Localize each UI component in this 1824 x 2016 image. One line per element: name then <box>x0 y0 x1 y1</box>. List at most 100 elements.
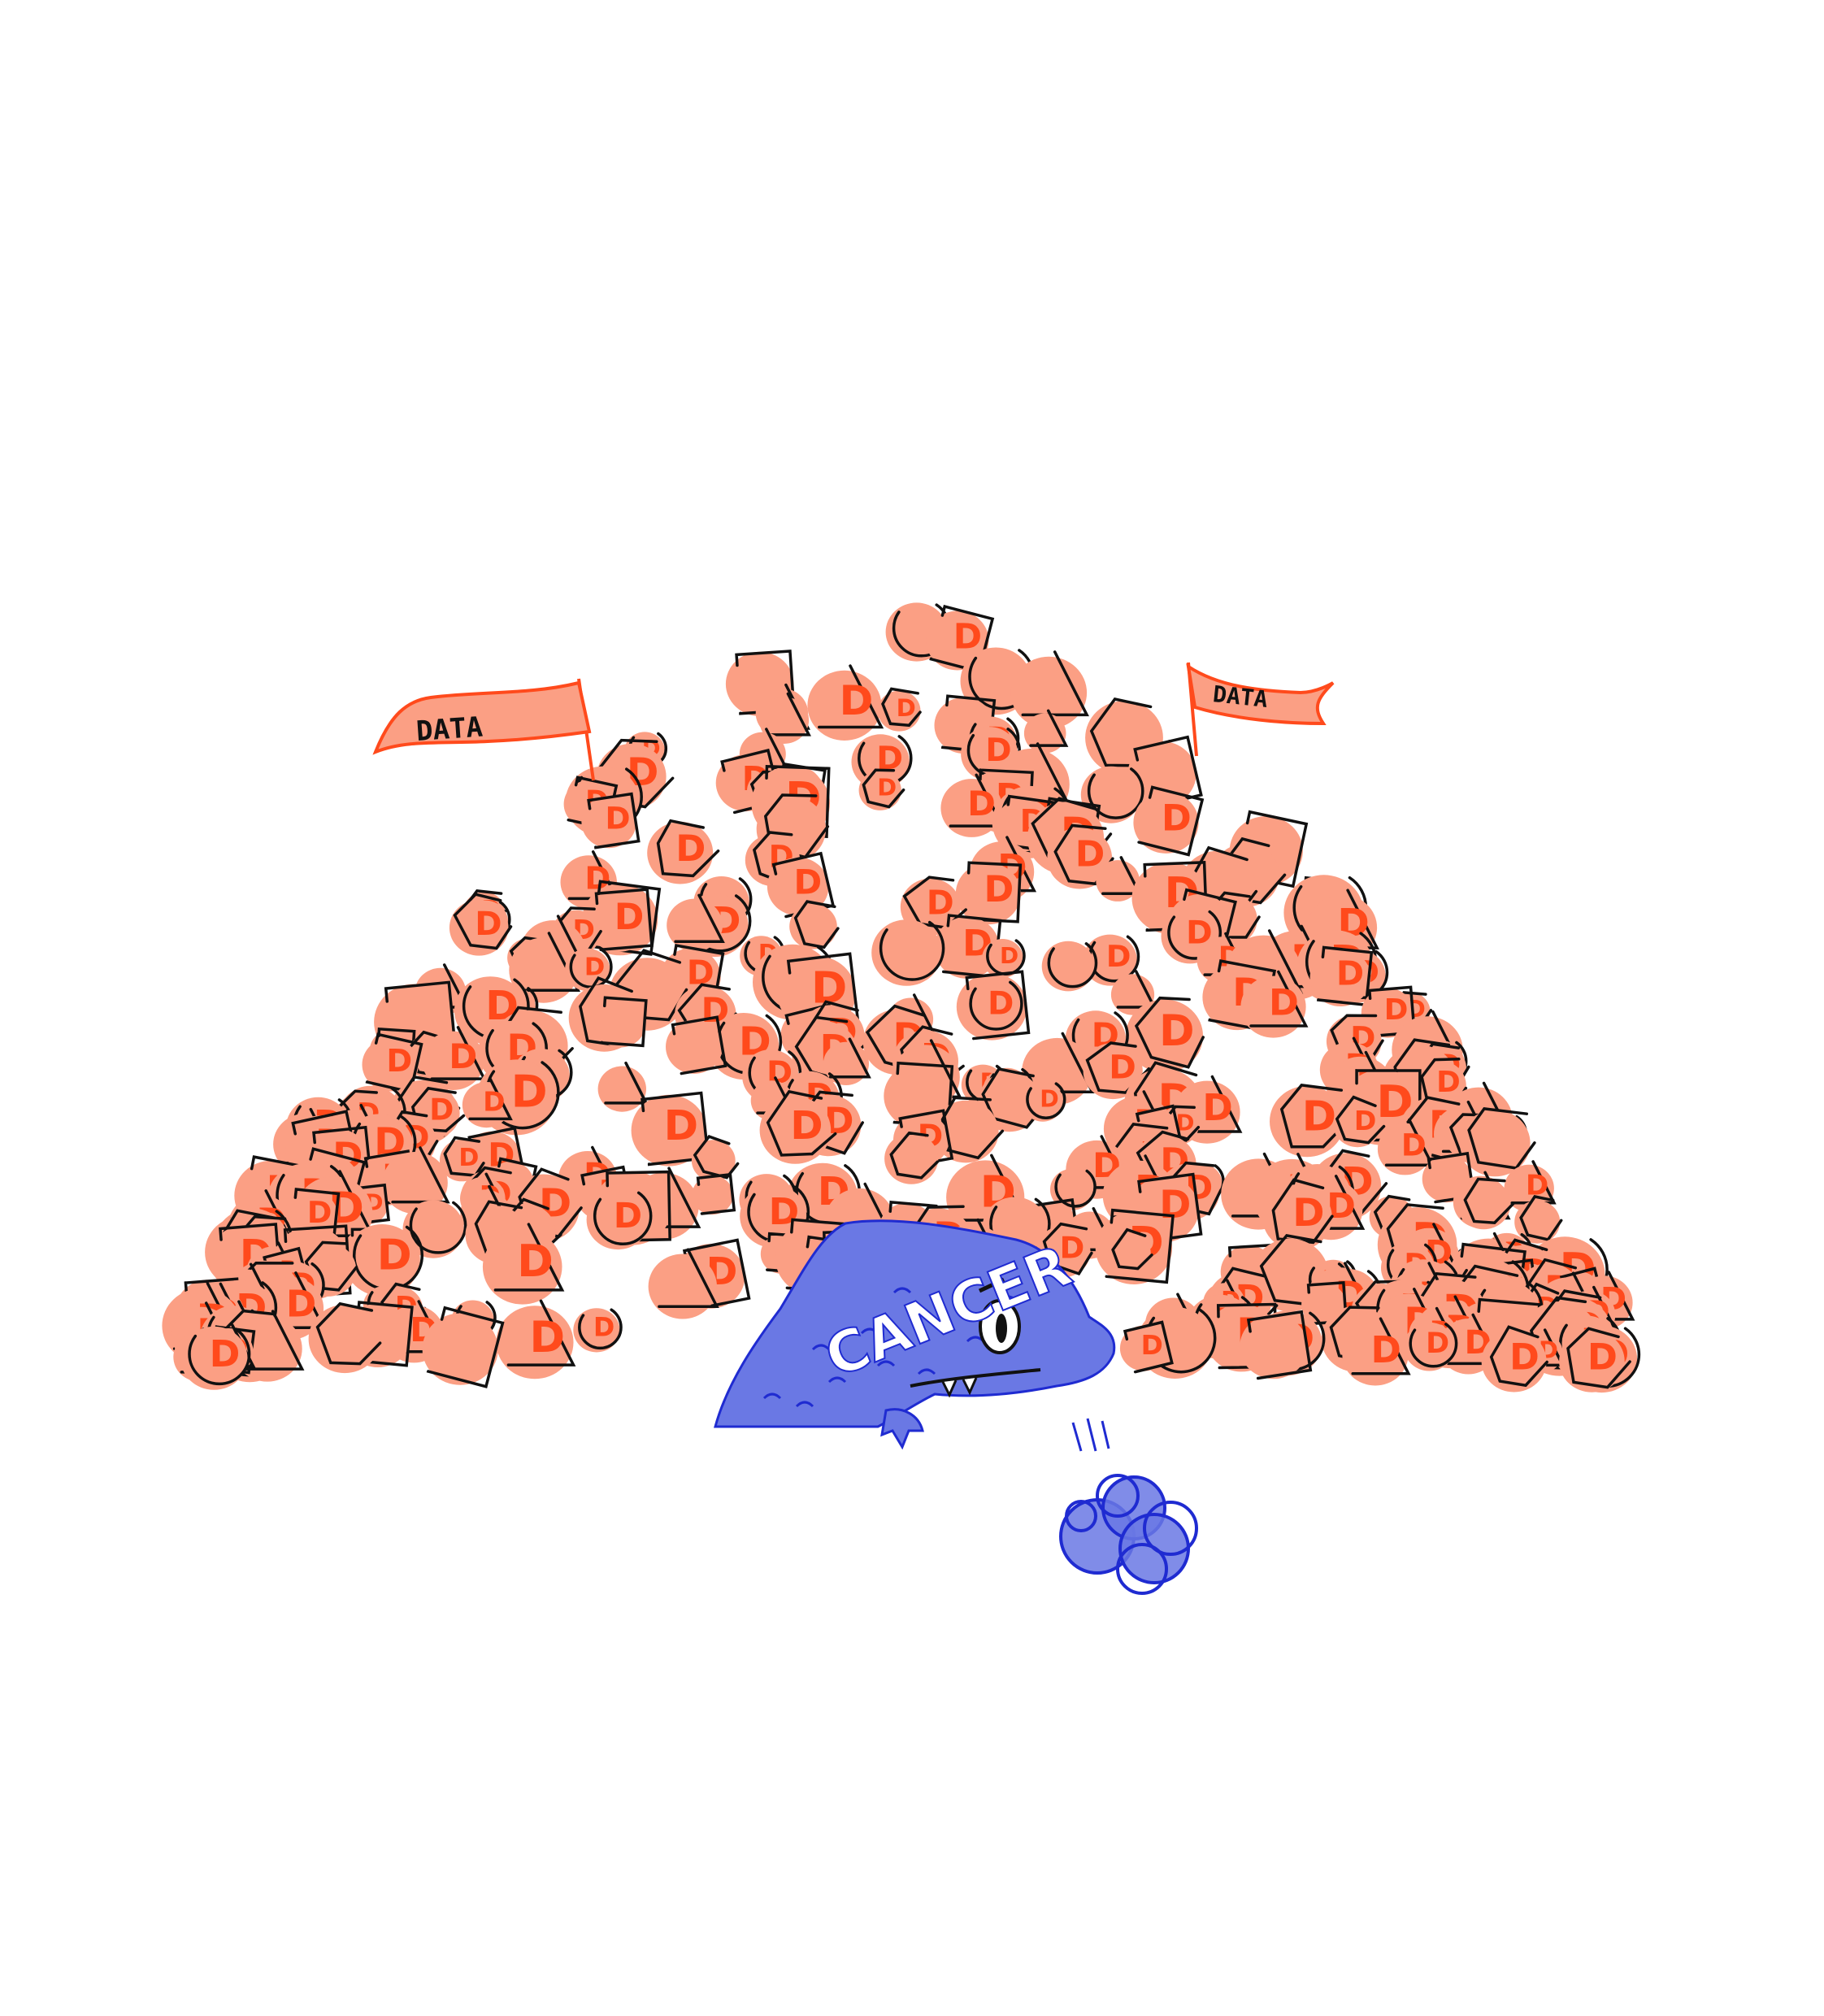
cancer-monster-body <box>714 1219 1116 1428</box>
data-item <box>382 1146 450 1214</box>
data-item-outline <box>493 1223 565 1292</box>
data-item-outline <box>889 1131 940 1180</box>
data-item-letter: D <box>1384 993 1409 1027</box>
data-item-blob <box>1559 1330 1625 1393</box>
data-item-letter: D <box>1436 1066 1461 1099</box>
data-item-outline <box>1136 785 1205 857</box>
data-item <box>666 1015 727 1075</box>
data-item-letter: D <box>1159 1183 1191 1227</box>
data-item: D <box>759 1089 837 1164</box>
data-item: D <box>1559 1327 1631 1393</box>
data-item-letter: D <box>664 1101 699 1150</box>
data-item-outline <box>1047 937 1098 988</box>
data-item-blob <box>581 796 636 849</box>
data-item-blob <box>955 862 1021 925</box>
data-item-letter: D <box>1162 798 1192 840</box>
data-item-outline <box>1029 709 1069 747</box>
flag-left-banner <box>372 680 592 755</box>
data-item: D <box>940 773 1005 837</box>
data-item <box>1457 1177 1515 1230</box>
data-item-outline <box>1105 1208 1175 1284</box>
data-item: D <box>180 1323 251 1390</box>
data-item-letter: D <box>1202 1086 1232 1129</box>
data-item <box>1107 1227 1153 1274</box>
data-item-outline <box>1167 905 1223 960</box>
data-item-outline <box>241 1310 305 1371</box>
data-item-letter: D <box>614 1196 642 1236</box>
data-item-blob <box>1333 1101 1382 1148</box>
data-item <box>1050 1166 1097 1210</box>
data-item-outline <box>1087 763 1144 819</box>
data-item <box>871 915 945 986</box>
data-item-outline <box>594 888 654 952</box>
data-item-outline <box>351 1183 390 1225</box>
data-item-letter: D <box>897 694 916 722</box>
dust-cloud-icon <box>1059 1418 1198 1595</box>
data-item-outline <box>315 1301 382 1366</box>
data-item <box>884 1131 940 1184</box>
data-item: D <box>462 1077 513 1128</box>
data-item-blob <box>1119 1325 1169 1371</box>
data-item-letter: D <box>1109 1047 1136 1086</box>
data-item-letter: D <box>1371 1328 1401 1371</box>
data-item-blob <box>647 821 714 884</box>
data-item-blob <box>692 1175 733 1215</box>
data-item: D <box>1403 1319 1458 1371</box>
data-item-letter: D <box>307 1195 332 1230</box>
data-item-letter: D <box>1176 1110 1195 1136</box>
data-item-outline <box>1183 1075 1243 1133</box>
data-item-letter: D <box>429 1093 454 1127</box>
data-item-blob <box>362 1037 419 1092</box>
data-item-outline <box>879 915 945 981</box>
data-item: D <box>962 976 1023 1035</box>
data-item-blob <box>858 770 901 810</box>
data-flag-icon: DATA <box>372 678 595 781</box>
data-item-letter: D <box>511 1067 548 1118</box>
data-item-outline <box>674 893 725 944</box>
data-item-outline <box>1134 996 1205 1069</box>
data-item-outline <box>1335 1095 1386 1145</box>
data-item-letter: D <box>769 1190 800 1233</box>
data-item-outline <box>656 819 720 878</box>
data-item-blob <box>1127 741 1196 806</box>
data-item <box>667 893 725 952</box>
data-item-blob <box>1133 791 1199 854</box>
monster-hand <box>880 1408 924 1450</box>
data-item-outline <box>818 664 884 729</box>
data-item-outline <box>1123 1320 1174 1374</box>
data-item: D <box>1342 1317 1411 1386</box>
data-item-letter: D <box>593 1313 615 1342</box>
monster-pupil <box>996 1314 1007 1343</box>
data-item <box>1514 1195 1563 1244</box>
cancer-monster-icon: CANCER <box>714 1219 1116 1450</box>
data-item: D <box>631 1091 710 1167</box>
data-item-outline <box>828 1037 871 1079</box>
data-item-blob <box>586 890 652 952</box>
data-item-outline <box>587 792 641 849</box>
data-item: D <box>344 1219 424 1297</box>
data-item: D <box>1240 970 1309 1038</box>
data-item-outline <box>1279 1084 1351 1149</box>
data-item-blob <box>1240 1314 1308 1379</box>
data-item-letter: D <box>449 1036 477 1076</box>
data-flag-icon: DATA <box>1186 662 1335 757</box>
data-item-letter: D <box>967 784 996 823</box>
data-item-letter: D <box>517 1236 554 1287</box>
data-item <box>692 1172 736 1215</box>
data-item-outline <box>766 1089 837 1157</box>
data-item-letter: D <box>675 828 706 870</box>
data-item-letter: D <box>606 800 631 836</box>
data-item-outline <box>352 1301 414 1367</box>
data-item-outline <box>969 976 1023 1031</box>
data-item: D <box>1270 1084 1351 1158</box>
data-item-outline <box>506 1299 576 1366</box>
data-item: D <box>1083 931 1140 986</box>
data-item <box>422 1306 505 1388</box>
data-item-letter: D <box>1354 1105 1376 1136</box>
data-item-outline <box>1519 1195 1563 1241</box>
data-item-letter: D <box>210 1332 241 1375</box>
data-item <box>1460 1107 1536 1177</box>
data-item-outline <box>641 1091 710 1167</box>
data-item-letter: D <box>1292 1191 1324 1236</box>
data-item-outline <box>409 1196 467 1254</box>
